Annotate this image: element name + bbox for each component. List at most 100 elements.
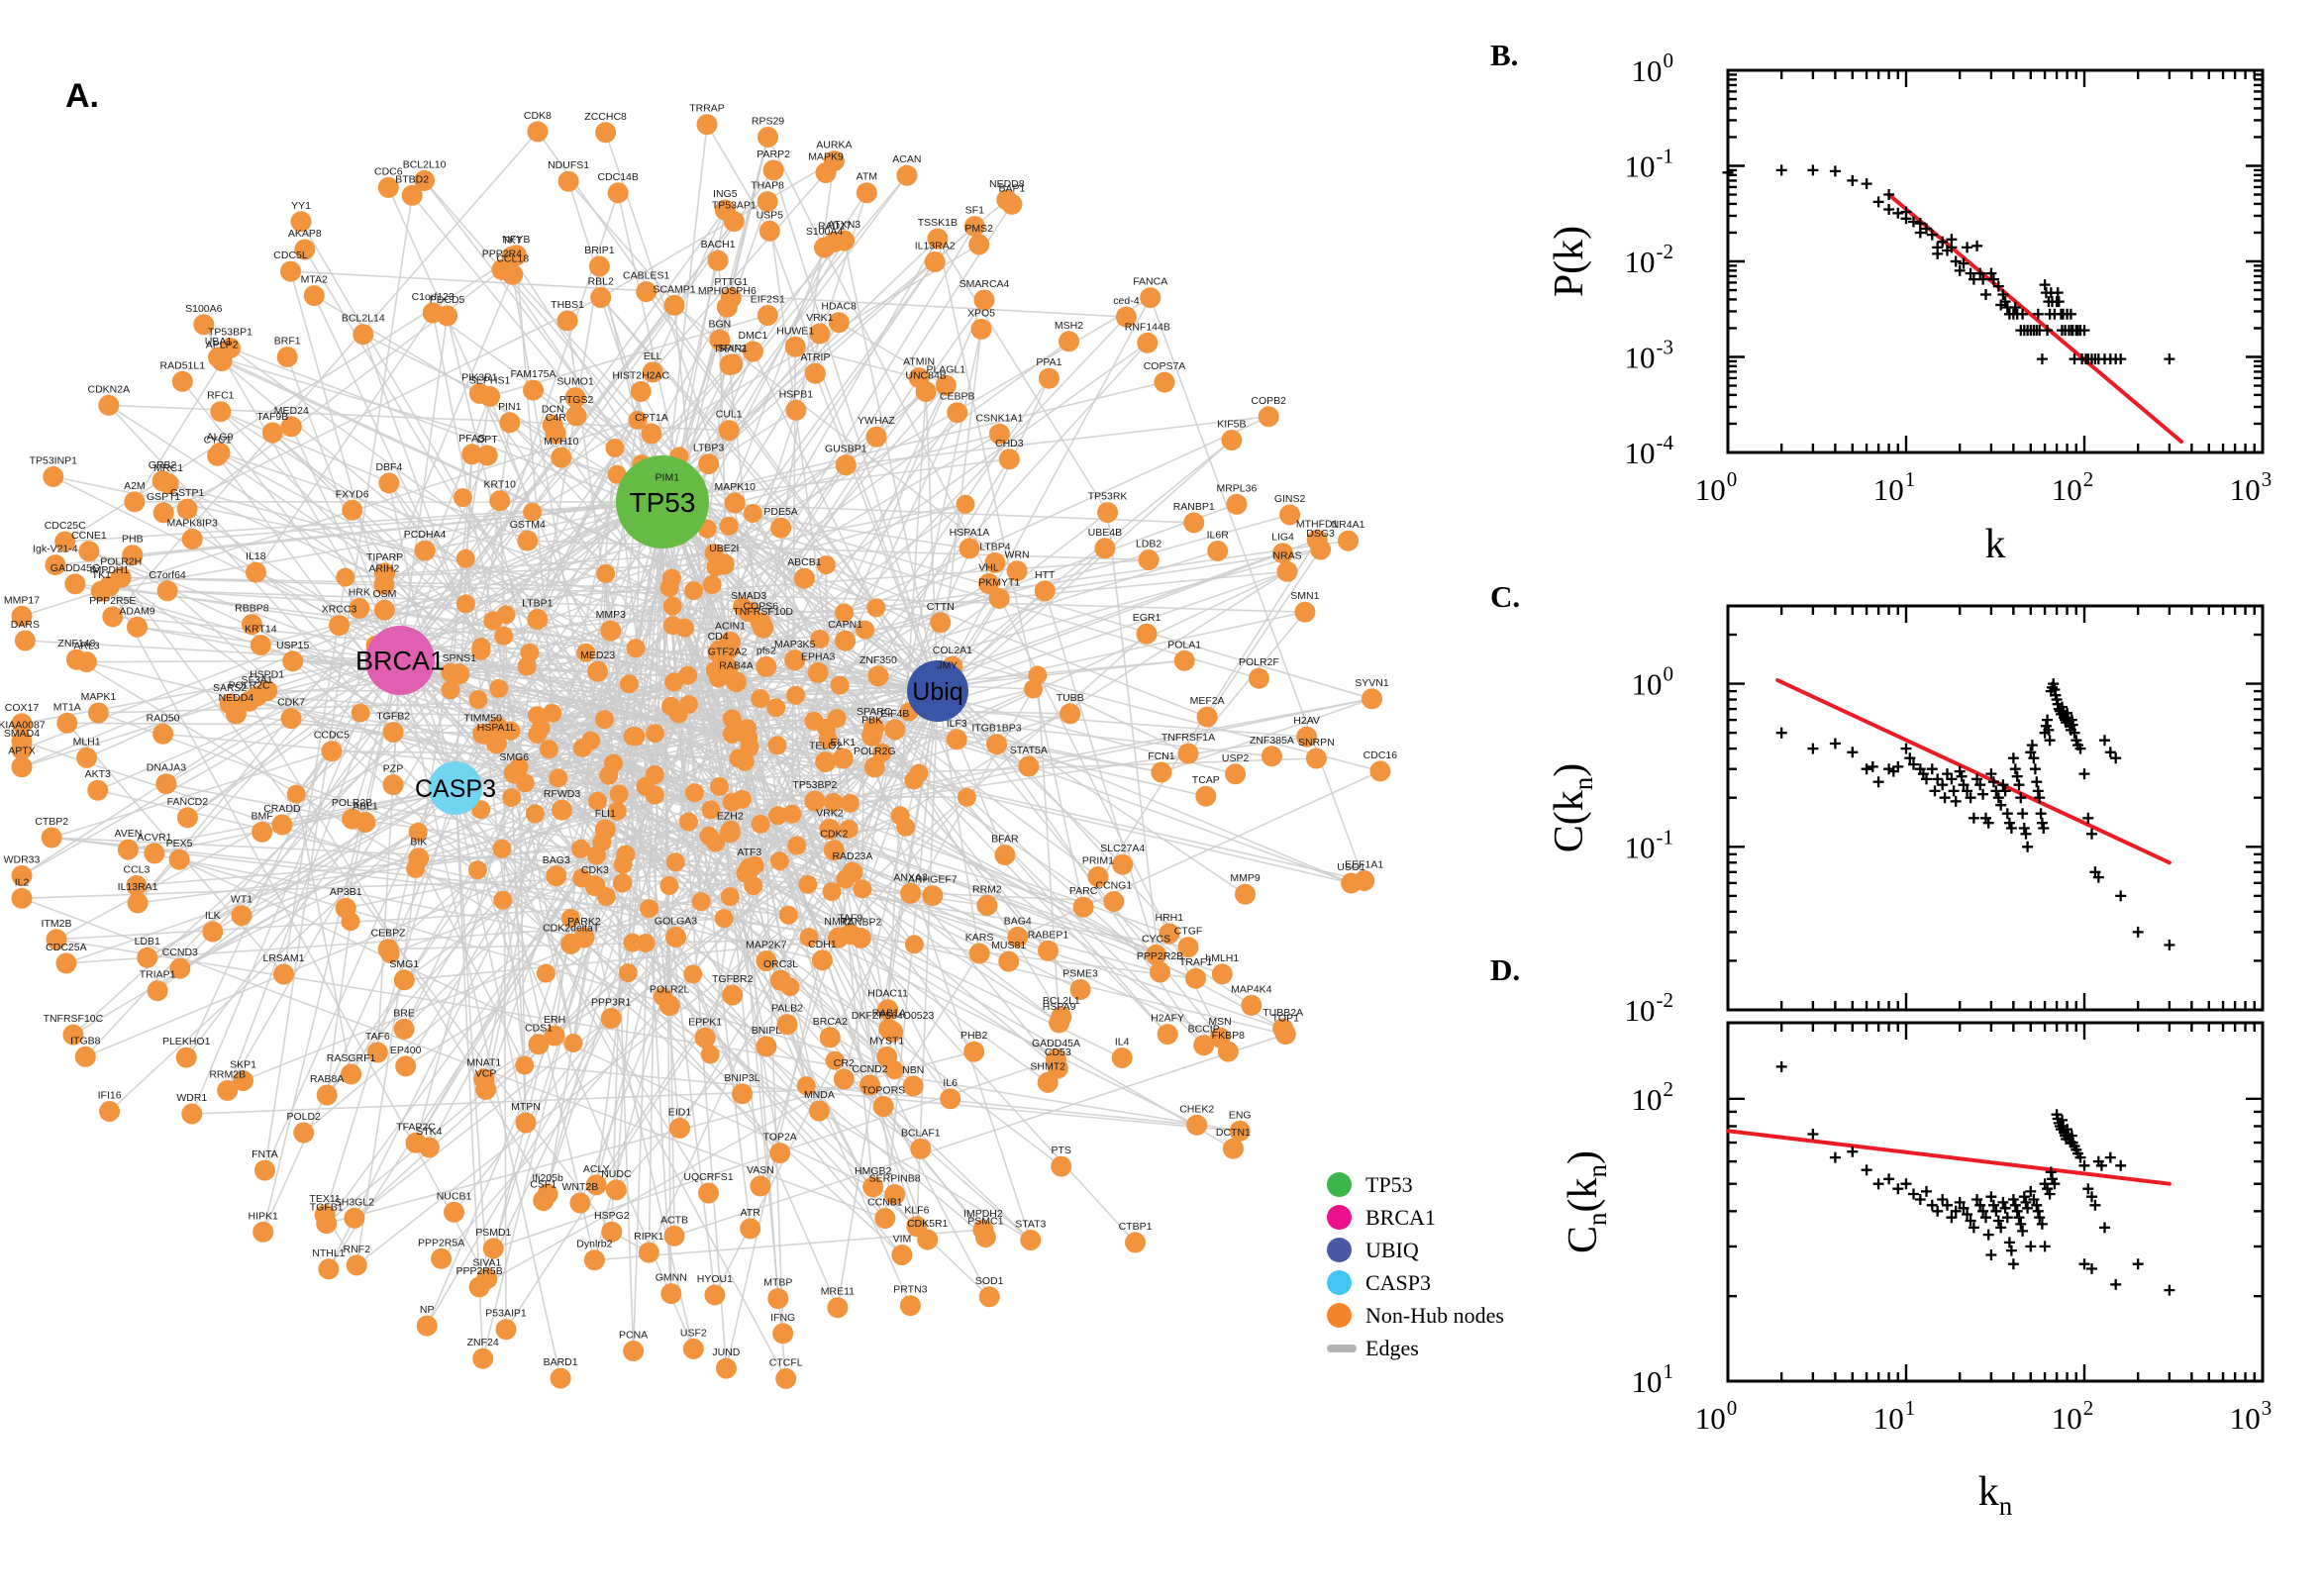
non-hub-node <box>722 353 744 375</box>
non-hub-node <box>280 260 301 282</box>
node-label: RRM2 <box>972 884 1002 896</box>
non-hub-node <box>11 756 33 778</box>
scatter-point <box>1847 174 1859 186</box>
scatter-point <box>1847 747 1859 758</box>
network-edge <box>97 789 823 961</box>
network-edge <box>147 787 456 958</box>
non-hub-node <box>468 382 490 404</box>
non-hub-node <box>336 567 355 587</box>
non-hub-node <box>724 492 746 514</box>
non-hub-node <box>609 784 629 804</box>
network-edge <box>324 787 456 1216</box>
non-hub-node <box>1195 785 1217 807</box>
non-hub-node <box>827 1297 849 1319</box>
node-label: RBBP8 <box>235 603 269 615</box>
scatter-point <box>2015 1218 2027 1230</box>
non-hub-node <box>996 189 1018 211</box>
non-hub-node <box>321 741 343 762</box>
non-hub-node <box>209 442 231 463</box>
non-hub-node <box>756 1036 777 1057</box>
scatter-point <box>1807 164 1819 176</box>
non-hub-node <box>699 826 719 846</box>
non-hub-node <box>316 1084 338 1106</box>
non-hub-node <box>709 329 731 350</box>
non-hub-node <box>117 839 139 860</box>
non-hub-node <box>691 892 711 912</box>
node-label: MTA2 <box>301 274 328 286</box>
legend-item-edges: Edges <box>1327 1332 1504 1364</box>
node-label: EGR1 <box>1133 612 1162 624</box>
node-label: BRE <box>393 1007 415 1019</box>
non-hub-node <box>584 875 606 897</box>
non-hub-node <box>373 573 395 595</box>
network-edge <box>669 706 755 887</box>
non-hub-node <box>1111 1047 1133 1068</box>
scatter-points <box>1722 164 2175 365</box>
node-label: CTBP2 <box>35 816 68 828</box>
non-hub-node <box>217 1079 239 1101</box>
non-hub-node <box>1159 923 1180 945</box>
network-edge <box>271 432 466 605</box>
non-hub-node <box>416 1315 438 1337</box>
non-hub-node <box>588 791 607 811</box>
non-hub-node <box>1296 726 1318 748</box>
y-axis-title: Cn(kn) <box>1561 1150 1612 1253</box>
node-label: TP53BP1 <box>208 327 252 339</box>
network-edge <box>1106 512 1162 973</box>
non-hub-node <box>740 1218 761 1240</box>
network-edge <box>947 681 1189 948</box>
network-edge <box>752 436 877 515</box>
node-label: FANCD2 <box>167 796 209 808</box>
network-edge <box>730 641 939 692</box>
network-edge <box>640 390 680 457</box>
non-hub-node <box>998 449 1020 470</box>
network-edge <box>579 448 616 849</box>
non-hub-node <box>1306 529 1328 550</box>
non-hub-node <box>137 947 158 968</box>
non-hub-node <box>45 554 66 576</box>
network-edge <box>1044 590 1158 955</box>
non-hub-node <box>786 685 806 705</box>
node-label: CDK8 <box>524 110 552 122</box>
non-hub-node <box>766 698 786 718</box>
non-hub-node <box>970 318 992 340</box>
scatter-point <box>2007 752 2019 764</box>
non-hub-node <box>665 927 686 948</box>
non-hub-node <box>818 730 838 749</box>
node-label: TUBB2A <box>1262 1007 1303 1019</box>
non-hub-node <box>46 929 67 950</box>
non-hub-node <box>909 763 929 783</box>
network-edge <box>296 793 603 844</box>
scatter-point <box>2042 714 2054 726</box>
scatter-point <box>1980 289 1991 300</box>
non-hub-node <box>231 905 252 927</box>
non-hub-node <box>1051 1155 1072 1177</box>
axis-ticks <box>1726 68 2265 454</box>
non-hub-node <box>607 801 627 821</box>
non-hub-node <box>1137 332 1159 353</box>
network-edge <box>292 660 744 1095</box>
network-edge <box>121 576 1305 613</box>
non-hub-node <box>1173 649 1195 671</box>
non-hub-node <box>495 1319 517 1341</box>
node-label: POLR2C <box>229 679 270 691</box>
non-hub-node <box>233 1070 253 1091</box>
non-hub-node <box>176 498 198 520</box>
hub-node-ubiq <box>907 660 968 722</box>
node-label: YY1 <box>291 200 311 212</box>
node-label: WDR33 <box>4 853 41 865</box>
non-hub-node <box>476 445 498 466</box>
network-edge <box>827 739 874 1187</box>
non-hub-node <box>793 567 815 589</box>
non-hub-node <box>87 702 109 724</box>
non-hub-node <box>169 957 191 979</box>
non-hub-node <box>1151 761 1172 783</box>
non-hub-node <box>616 845 636 864</box>
network-edge <box>937 238 1109 514</box>
non-hub-node <box>1272 543 1293 564</box>
non-hub-node <box>549 768 568 788</box>
non-hub-node <box>799 928 819 948</box>
network-edge <box>795 346 920 379</box>
network-edge <box>261 659 401 1233</box>
non-hub-node <box>700 1045 720 1064</box>
